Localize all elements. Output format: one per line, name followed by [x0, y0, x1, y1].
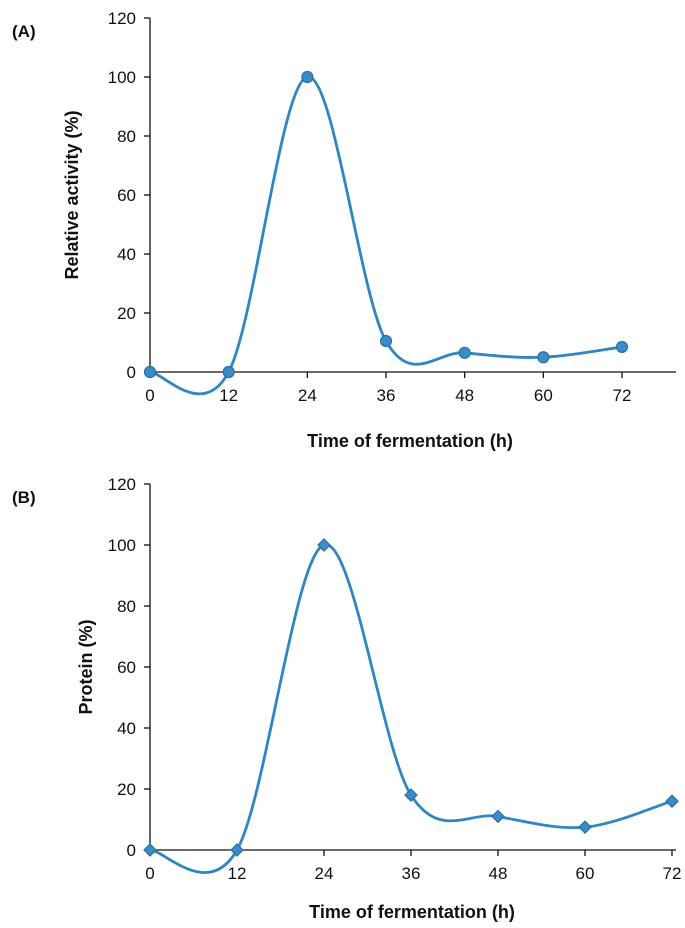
y-ticks-a: 0 20 40 60 80 100 120	[108, 9, 150, 382]
x-tick-label: 72	[613, 386, 632, 405]
y-axis-title-b: Protein (%)	[76, 619, 96, 714]
chart-panel-b: (B) 0 20 40 60 80 100 120 0 12 24 36 48 60 72 Protei…	[12, 475, 681, 922]
x-tick-label: 0	[145, 386, 154, 405]
data-point	[404, 788, 418, 802]
data-point	[491, 809, 505, 824]
panel-label-a: (A)	[12, 22, 36, 41]
y-tick-label: 100	[108, 536, 136, 555]
x-tick-label: 72	[663, 864, 682, 883]
x-tick-label: 48	[455, 386, 474, 405]
y-tick-label: 0	[127, 841, 136, 860]
data-point	[458, 346, 471, 359]
y-tick-label: 60	[117, 658, 136, 677]
chart-panel-a: (A) 0 20 40 60 80 100 120 0 12 24 36 48 60 72 Relati…	[12, 9, 676, 451]
data-point	[665, 794, 679, 809]
x-ticks-b: 0 12 24 36 48 60 72	[145, 850, 681, 883]
y-tick-label: 80	[117, 597, 136, 616]
data-point	[143, 365, 157, 379]
series-line-b	[149, 543, 673, 874]
data-point	[230, 843, 244, 857]
x-tick-label: 60	[534, 386, 553, 405]
data-point	[615, 340, 629, 354]
y-tick-label: 0	[127, 363, 136, 382]
data-point	[301, 70, 314, 84]
y-tick-label: 60	[117, 186, 136, 205]
x-axis-title-b: Time of fermentation (h)	[309, 902, 515, 922]
y-tick-label: 20	[117, 304, 136, 323]
y-tick-label: 20	[117, 780, 136, 799]
y-tick-label: 80	[117, 127, 136, 146]
y-axis-title-a: Relative activity (%)	[62, 110, 82, 279]
y-tick-label: 40	[117, 719, 136, 738]
data-points-a	[143, 70, 629, 379]
x-tick-label: 48	[489, 864, 508, 883]
data-point	[143, 843, 157, 857]
x-tick-label: 24	[298, 386, 317, 405]
x-ticks-a: 0 12 24 36 48 60 72	[145, 372, 631, 405]
data-point	[379, 334, 393, 348]
y-tick-label: 120	[108, 475, 136, 494]
x-tick-label: 0	[145, 864, 154, 883]
x-tick-label: 24	[315, 864, 334, 883]
y-ticks-b: 0 20 40 60 80 100 120	[108, 475, 150, 860]
data-point	[578, 820, 592, 834]
x-tick-label: 12	[219, 386, 238, 405]
x-tick-label: 36	[402, 864, 421, 883]
x-axis-title-a: Time of fermentation (h)	[307, 431, 513, 451]
data-point	[317, 538, 331, 552]
data-point	[537, 351, 550, 364]
data-point	[222, 365, 235, 379]
x-tick-label: 36	[377, 386, 396, 405]
x-tick-label: 60	[576, 864, 595, 883]
x-tick-label: 12	[228, 864, 247, 883]
y-tick-label: 120	[108, 9, 136, 28]
data-points-b	[143, 538, 679, 857]
panel-label-b: (B)	[12, 488, 36, 507]
y-tick-label: 100	[108, 68, 136, 87]
y-tick-label: 40	[117, 245, 136, 264]
